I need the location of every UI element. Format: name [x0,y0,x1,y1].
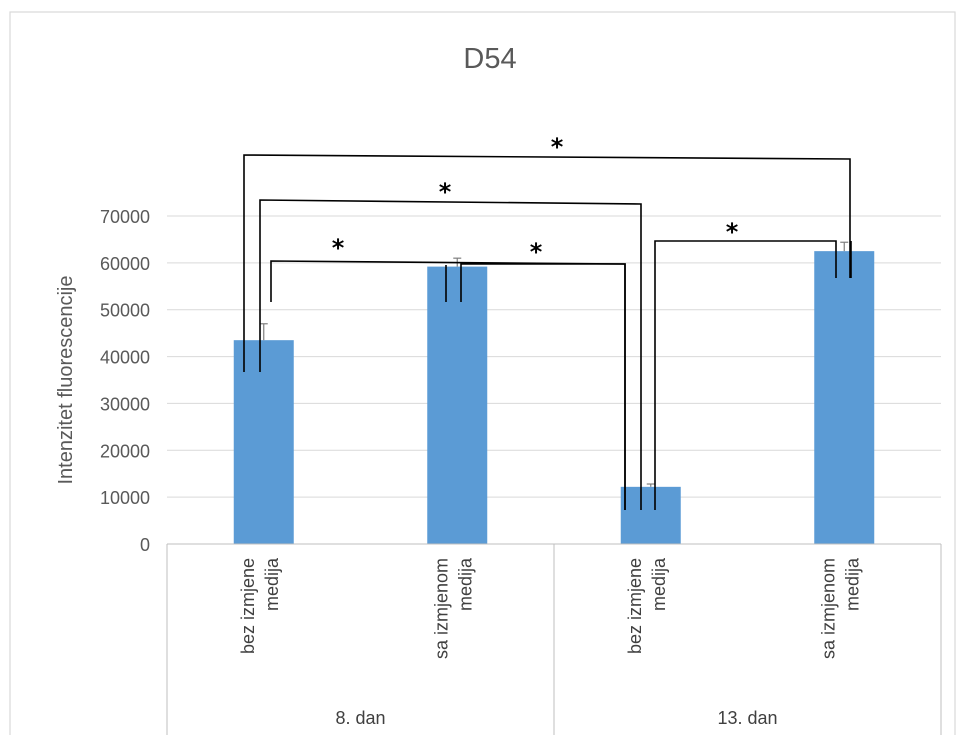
category-label: sa izmjenom [431,558,451,659]
significance-marker: * [551,133,564,161]
significance-bracket [243,154,851,372]
y-tick-label: 20000 [100,441,150,461]
group-labels: 8. dan 13. dan [335,708,777,728]
significance-bracket [460,263,626,510]
significance-marker: * [726,218,739,246]
group-label: 13. dan [717,708,777,728]
bar [620,486,681,544]
category-label: sa izmjenom [818,558,838,659]
significance-marker: * [332,234,345,262]
y-tick-label: 30000 [100,394,150,414]
y-tick-label: 50000 [100,301,150,321]
y-tick-label: 70000 [100,207,150,227]
y-tick-label: 10000 [100,488,150,508]
category-label: medija [649,557,669,611]
gridlines [167,215,941,498]
significance-bracket [654,240,837,510]
bars [233,251,875,544]
significance-brackets: * * * * * [243,133,852,510]
category-label: medija [455,557,475,611]
category-label: bez izmjene [625,558,645,654]
significance-bracket [259,199,642,510]
category-label: bez izmjene [238,558,258,654]
category-labels: bez izmjene medija sa izmjenom medija bez iz… [238,557,863,659]
x-axis [166,543,942,735]
significance-marker: * [530,238,543,266]
y-axis-ticks: 0 10000 20000 30000 40000 50000 60000 70000 [100,207,150,555]
y-axis-label: Intenzitet fluorescencije [55,275,77,484]
chart-title: D54 [463,43,516,75]
category-label: medija [262,557,282,611]
bar [233,340,294,544]
bar [814,251,875,544]
category-label: medija [842,557,862,611]
bar [427,266,488,544]
y-tick-label: 0 [140,535,150,555]
y-tick-label: 60000 [100,254,150,274]
y-tick-label: 40000 [100,348,150,368]
group-label: 8. dan [335,708,385,728]
significance-marker: * [439,178,452,206]
